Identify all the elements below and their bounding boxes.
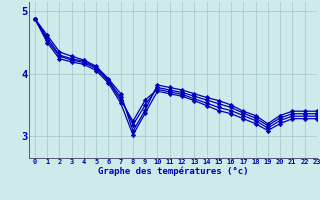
X-axis label: Graphe des températures (°c): Graphe des températures (°c) bbox=[98, 167, 248, 176]
